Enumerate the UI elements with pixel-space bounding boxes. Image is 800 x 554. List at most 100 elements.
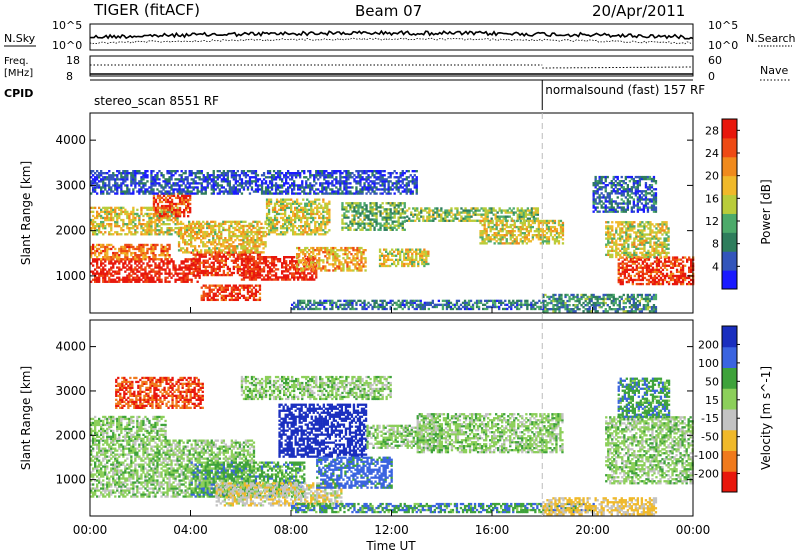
heatmap-cell [196, 249, 199, 252]
heatmap-cell [158, 266, 161, 269]
heatmap-cell [300, 231, 303, 234]
heatmap-cell [401, 226, 404, 229]
heatmap-cell [190, 271, 193, 275]
heatmap-cell [359, 202, 362, 205]
heatmap-cell [411, 262, 414, 266]
heatmap-cell [158, 198, 162, 202]
heatmap-cell [308, 249, 311, 252]
heatmap-cell [246, 264, 250, 267]
heatmap-cell [136, 212, 139, 216]
heatmap-cell [407, 248, 410, 251]
heatmap-cell [164, 208, 167, 212]
heatmap-cell [206, 226, 209, 230]
heatmap-cell [244, 264, 248, 267]
heatmap-cell [114, 178, 117, 181]
heatmap-cell [108, 206, 111, 210]
heatmap-cell [292, 229, 295, 232]
heatmap-cell [200, 222, 203, 226]
heatmap-cell [186, 228, 189, 232]
heatmap-cell [441, 303, 445, 307]
heatmap-cell [114, 270, 117, 273]
date-label: 20/Apr/2011 [592, 2, 685, 20]
heatmap-cell [341, 204, 344, 207]
heatmap-cell [174, 218, 177, 222]
heatmap-cell [254, 290, 258, 293]
heatmap-cell [320, 259, 323, 262]
heatmap-cell [415, 299, 418, 303]
heatmap-cell [170, 178, 173, 181]
heatmap-cell [196, 172, 199, 175]
heatmap-cell [279, 206, 283, 210]
heatmap-cell [516, 213, 519, 216]
heatmap-cell [260, 241, 263, 244]
heatmap-cell [102, 262, 105, 265]
heatmap-cell [184, 272, 187, 275]
heatmap-cell [401, 260, 404, 264]
heatmap-cell [532, 213, 536, 216]
heatmap-cell [275, 198, 279, 201]
heatmap-cell [126, 227, 129, 230]
heatmap-cell [210, 243, 213, 246]
heatmap-cell [244, 274, 248, 277]
heatmap-cell [291, 264, 294, 267]
heatmap-cell [254, 241, 257, 244]
heatmap-cell [178, 206, 182, 210]
heatmap-cell [118, 186, 121, 189]
heatmap-cell [184, 230, 187, 234]
heatmap-cell [96, 270, 99, 273]
heatmap-cell [242, 286, 246, 289]
heatmap-cell [116, 220, 119, 224]
heatmap-cell [180, 278, 183, 281]
heatmap-cell [304, 202, 307, 205]
heatmap-cell [318, 214, 321, 218]
heatmap-cell [160, 206, 164, 210]
heatmap-cell [98, 254, 101, 257]
heatmap-cell [373, 208, 376, 211]
heatmap-cell [526, 305, 529, 309]
heatmap-cell [236, 192, 240, 195]
heatmap-cell [285, 270, 288, 273]
heatmap-cell [389, 214, 392, 217]
heatmap-cell [150, 220, 153, 224]
heatmap-cell [150, 170, 153, 173]
heatmap-cell [497, 230, 500, 233]
heatmap-cell [260, 180, 264, 183]
heatmap-cell [266, 276, 270, 279]
heatmap-cell [352, 269, 355, 272]
heatmap-cell [108, 258, 111, 261]
heatmap-cell [220, 273, 224, 277]
heatmap-cell [244, 298, 248, 302]
heatmap-cell [122, 258, 125, 261]
heatmap-cell [134, 178, 137, 181]
heatmap-cell [300, 210, 303, 214]
heatmap-cell [212, 241, 215, 244]
heatmap-cell [401, 224, 404, 227]
heatmap-cell [447, 301, 451, 305]
heatmap-cell [232, 192, 236, 195]
heatmap-cell [212, 220, 215, 224]
heatmap-cell [322, 267, 325, 270]
heatmap-cell [334, 263, 337, 266]
heatmap-cell [460, 207, 463, 210]
heatmap-cell [561, 223, 565, 227]
heatmap-cell [383, 218, 386, 221]
heatmap-cell [401, 307, 404, 311]
heatmap-cell [483, 227, 486, 231]
heatmap-cell [170, 233, 173, 236]
heatmap-cell [116, 280, 119, 283]
heatmap-cell [172, 213, 176, 216]
heatmap-cell [236, 237, 239, 240]
heatmap-cell [511, 227, 514, 231]
heatmap-cell [416, 217, 419, 220]
heatmap-cell [326, 246, 329, 250]
heatmap-cell [456, 207, 459, 210]
heatmap-cell [200, 296, 203, 300]
heatmap-cell [154, 229, 157, 232]
heatmap-cell [122, 190, 125, 193]
heatmap-cell [365, 216, 368, 219]
heatmap-cell [110, 208, 113, 212]
heatmap-cell [190, 278, 193, 281]
heatmap-cell [266, 260, 270, 263]
heatmap-cell [369, 210, 372, 213]
heatmap-cell [174, 202, 178, 206]
